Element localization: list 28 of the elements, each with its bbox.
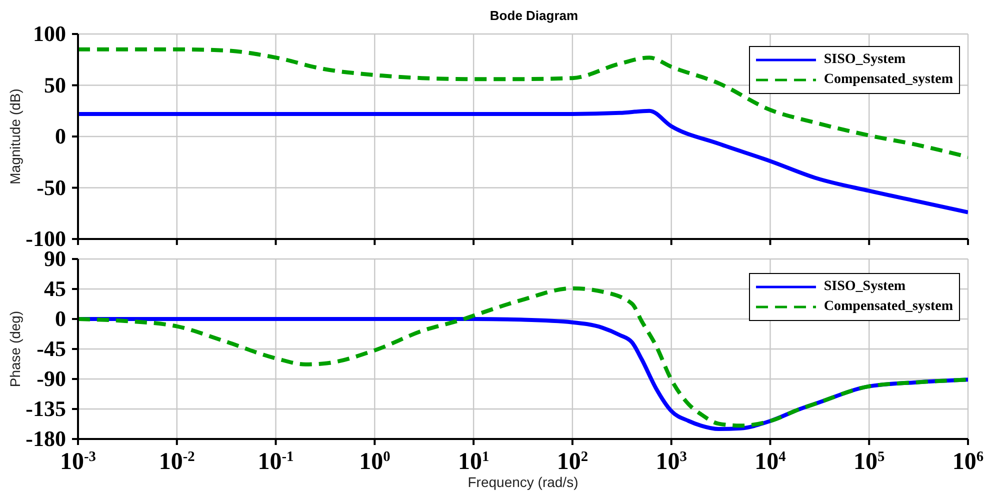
legend-label: Compensated_system <box>824 299 953 315</box>
y-axis-title: Phase (deg) <box>7 310 23 388</box>
x-tick-label: 10$^{3}$ <box>656 449 687 475</box>
y-tick-label: -180 <box>26 426 66 451</box>
legend-label: Compensated_system <box>824 72 953 88</box>
x-tick-label: 10$^{1}$ <box>458 449 490 475</box>
x-tick-label: 10$^{0}$ <box>359 449 390 475</box>
y-tick-label: 45 <box>44 276 66 301</box>
y-tick-label: -90 <box>36 366 66 391</box>
legend-label: SISO_System <box>824 52 906 68</box>
x-tick-label: 10$^{4}$ <box>754 449 786 475</box>
y-axis-title: Magnitude (dB) <box>7 88 23 184</box>
x-tick-label: 10$^{-3}$ <box>60 449 96 475</box>
x-axis-title: Frequency (rad/s) <box>468 474 578 490</box>
y-tick-label: 100 <box>33 21 66 46</box>
y-tick-label: -135 <box>26 396 66 421</box>
y-tick-label: 0 <box>55 306 66 331</box>
x-tick-label: 10$^{6}$ <box>952 449 984 475</box>
x-tick-label: 10$^{2}$ <box>556 449 588 475</box>
x-tick-label: 10$^{-1}$ <box>258 449 294 475</box>
x-tick-label: 10$^{5}$ <box>854 449 885 475</box>
legend-label: SISO_System <box>824 279 906 295</box>
y-tick-label: -45 <box>36 336 66 361</box>
chart-title: Bode Diagram <box>490 8 578 23</box>
x-tick-label: 10$^{-2}$ <box>158 449 195 475</box>
y-tick-label: 50 <box>44 72 66 98</box>
y-tick-label: -50 <box>36 174 66 200</box>
y-tick-label: 0 <box>55 124 66 148</box>
